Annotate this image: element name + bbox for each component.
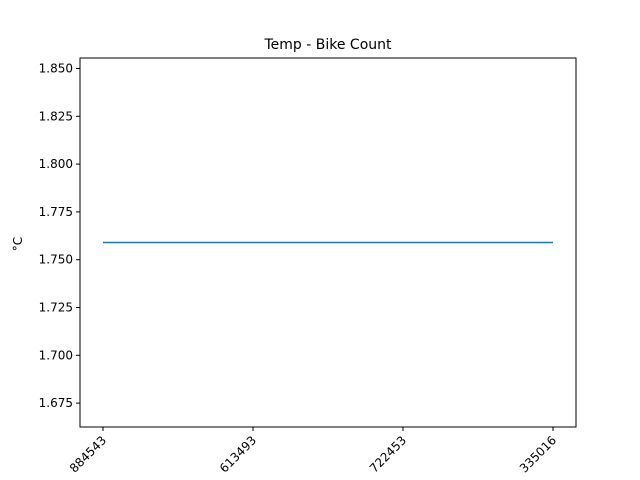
y-tick-label: 1.700 bbox=[39, 348, 73, 362]
chart-title: Temp - Bike Count bbox=[263, 37, 392, 53]
y-tick-label: 1.800 bbox=[39, 157, 73, 171]
y-tick-label: 1.675 bbox=[39, 396, 73, 410]
plot-frame bbox=[79, 57, 577, 428]
y-tick-label: 1.750 bbox=[39, 253, 73, 267]
y-tick-label: 1.775 bbox=[39, 205, 73, 219]
y-tick-label: 1.825 bbox=[39, 109, 73, 123]
y-tick-label: 1.850 bbox=[39, 62, 73, 76]
y-axis-ticks: 1.675 1.700 1.725 1.750 1.775 1.800 1.825 1.850 bbox=[39, 62, 80, 410]
y-tick-label: 1.725 bbox=[39, 301, 73, 315]
y-axis-label: °C bbox=[11, 237, 25, 251]
